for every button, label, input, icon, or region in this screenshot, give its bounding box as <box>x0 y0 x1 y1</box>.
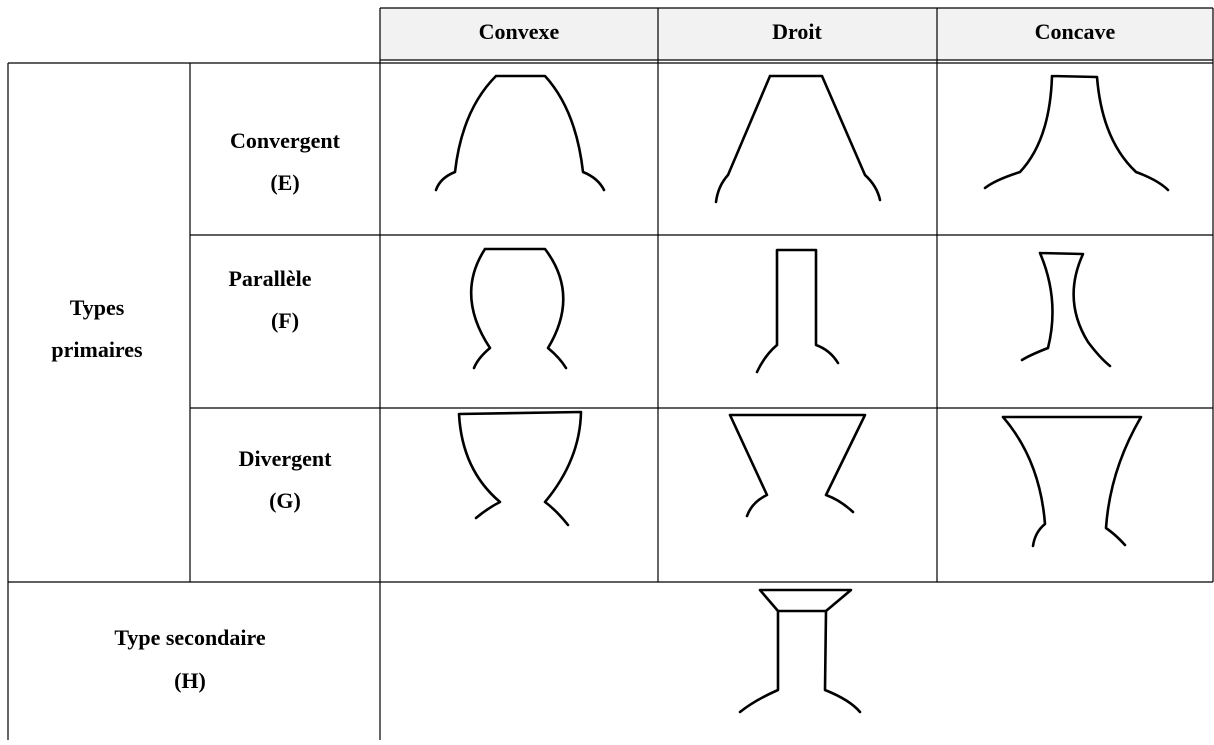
convergent-straight <box>714 74 882 204</box>
row-label: Parallèle <box>228 266 311 291</box>
row-label: Convergent <box>230 128 341 153</box>
profile-shapes <box>434 74 1170 714</box>
parallel-convex <box>469 247 568 370</box>
table-grid <box>7 7 1214 740</box>
header-background <box>380 8 1213 60</box>
row-code: (G) <box>269 488 301 513</box>
convergent-convex <box>434 74 606 192</box>
parallel-concave <box>1020 251 1112 368</box>
column-header: Concave <box>1035 19 1116 44</box>
convergent-concave <box>983 74 1170 192</box>
parallel-straight <box>755 248 840 374</box>
row-label: Divergent <box>239 446 333 471</box>
row-code: (H) <box>174 668 206 693</box>
group-label: primaires <box>51 337 143 362</box>
divergent-straight <box>728 413 867 518</box>
divergent-convex <box>457 410 583 527</box>
group-label: Types <box>70 295 125 320</box>
divergent-concave <box>1001 415 1143 548</box>
secondary-shape <box>738 588 862 714</box>
row-code: (F) <box>271 308 299 333</box>
row-label: Type secondaire <box>114 625 266 650</box>
column-header: Convexe <box>479 19 560 44</box>
row-code: (E) <box>270 170 299 195</box>
column-header: Droit <box>772 19 822 44</box>
